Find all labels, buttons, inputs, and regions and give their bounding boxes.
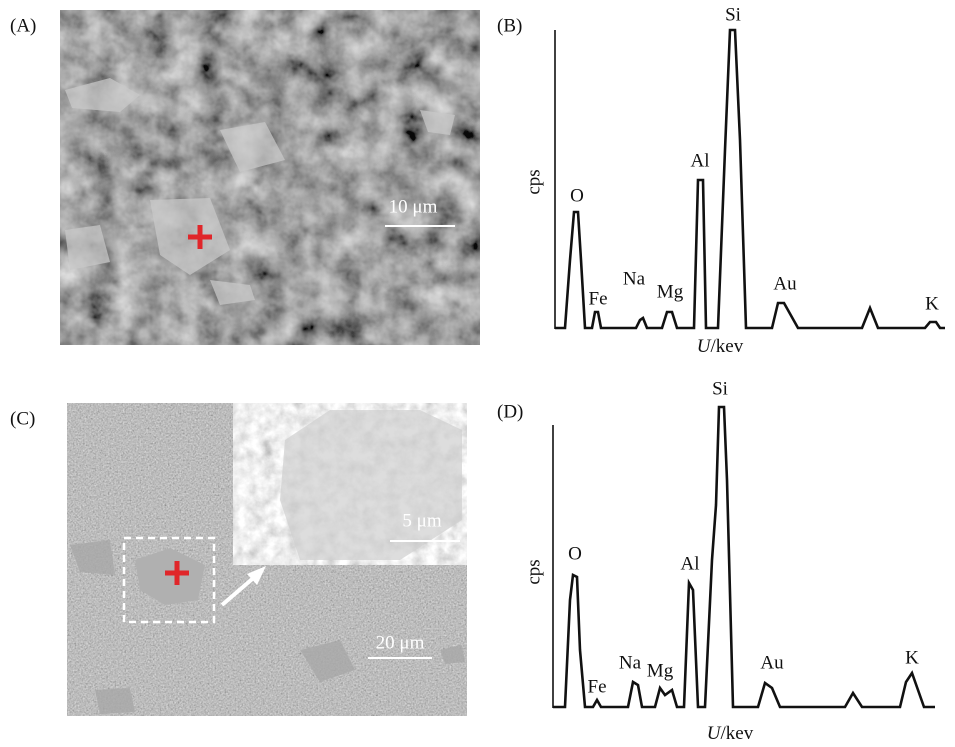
peak-label: K xyxy=(925,293,939,314)
x-axis-unit: /kev xyxy=(711,336,744,357)
figure: (A) 10 μm (B) cps U/kev O Fe Na Mg Al Si… xyxy=(0,0,955,747)
peak-label: Na xyxy=(619,652,642,673)
scale-bar-label: 10 μm xyxy=(389,196,438,217)
panel-label: (B) xyxy=(497,15,522,36)
peak-label: Na xyxy=(623,268,646,289)
peak-label: Mg xyxy=(647,660,674,681)
panel-label: (D) xyxy=(497,401,523,422)
spectrum-d: cps U/kev O Fe Na Mg Al Si Au K xyxy=(523,378,935,744)
x-axis-label: U/kev xyxy=(707,723,754,744)
peak-label: K xyxy=(905,647,919,668)
panel-label: (A) xyxy=(10,15,36,36)
scale-bar-label: 5 μm xyxy=(402,510,441,531)
peak-label: Fe xyxy=(589,288,608,309)
peak-label: Si xyxy=(712,378,728,399)
y-axis-label: cps xyxy=(523,559,544,584)
x-axis-unit: /kev xyxy=(721,723,754,744)
peak-label: Al xyxy=(691,150,710,171)
peak-label: Mg xyxy=(657,281,684,302)
peak-label: Al xyxy=(681,553,700,574)
peak-label: Fe xyxy=(588,676,607,697)
panel-label: (C) xyxy=(10,408,35,429)
y-axis-label: cps xyxy=(523,169,544,194)
peak-label: Au xyxy=(760,652,784,673)
sem-image-c: 5 μm 20 μm xyxy=(67,403,467,716)
scale-bar-label: 20 μm xyxy=(376,632,425,653)
peak-label: O xyxy=(568,543,582,564)
peak-label: O xyxy=(570,185,584,206)
spectrum-b: cps U/kev O Fe Na Mg Al Si Au K xyxy=(523,4,945,357)
sem-image-a: 10 μm xyxy=(60,10,480,345)
peak-label: Au xyxy=(773,273,797,294)
peak-label: Si xyxy=(725,4,741,25)
x-axis-label: U/kev xyxy=(697,336,744,357)
